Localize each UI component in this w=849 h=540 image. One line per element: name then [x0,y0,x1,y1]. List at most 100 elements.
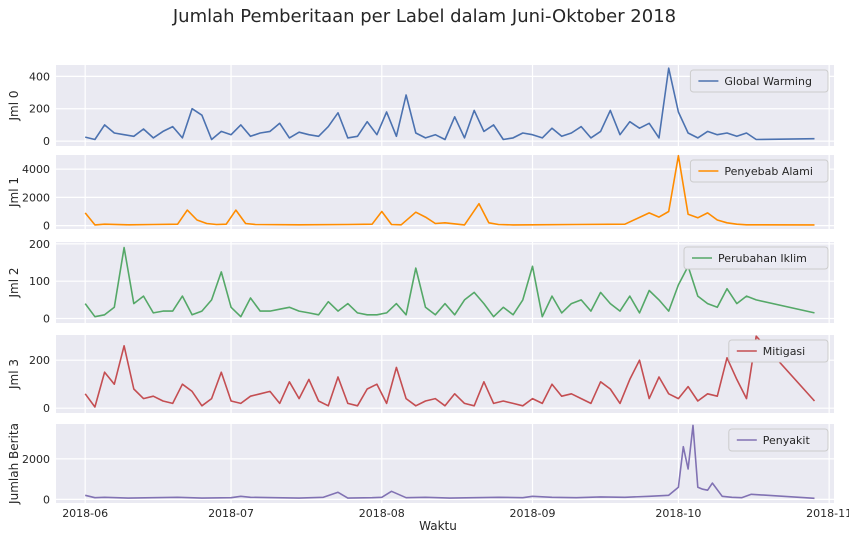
data-point [702,488,704,490]
data-point [347,137,349,139]
data-point [639,127,641,129]
data-point [571,303,573,305]
y-tick-label: 4000 [22,163,50,176]
data-point [575,224,577,226]
data-point [736,379,738,381]
data-point [707,489,709,491]
data-point [726,222,728,224]
data-point [337,310,339,312]
data-point [347,403,349,405]
data-point [230,134,232,136]
data-point [182,383,184,385]
data-point [298,497,300,499]
data-point [716,134,718,136]
data-point [240,124,242,126]
data-point [186,209,188,211]
data-point [337,491,339,493]
plot-area [56,424,834,503]
data-point [716,219,718,221]
data-point [289,137,291,139]
legend-box [728,428,829,452]
data-point [746,224,748,226]
data-point [425,137,427,139]
data-point [376,314,378,316]
data-point [113,383,115,385]
data-point [191,314,193,316]
data-point [532,495,534,497]
data-point [619,310,621,312]
data-point [444,303,446,305]
data-point [415,267,417,269]
data-point [464,403,466,405]
series-line [84,246,815,318]
data-point [391,490,393,492]
data-point [478,203,480,205]
data-point [473,292,475,294]
legend-label: Penyebab Alami [724,165,813,178]
data-point [255,224,257,226]
data-point [405,398,407,400]
y-tick-label: 2000 [22,453,50,466]
data-point [327,301,329,303]
data-point [308,134,310,136]
legend-box [728,339,829,363]
data-point [104,314,106,316]
data-point [94,139,96,141]
data-point [84,303,86,305]
data-point [697,400,699,402]
data-point [366,121,368,123]
y-tick-label: 0 [43,135,50,148]
data-point [206,223,208,225]
data-point [692,425,694,427]
data-point [396,367,398,369]
data-point [609,303,611,305]
data-point [415,132,417,134]
data-point [391,224,393,226]
data-point [454,314,456,316]
data-point [600,381,602,383]
data-point [726,288,728,290]
y-axis-label: Jumlah Berita [7,423,21,505]
data-point [639,312,641,314]
data-point [600,131,602,133]
data-point [750,493,752,495]
data-point [575,497,577,499]
data-point [648,212,650,214]
data-point [162,131,164,133]
data-point [182,295,184,297]
y-axis-label: Jml 0 [7,90,21,121]
series-line [85,67,815,141]
y-tick-label: 0 [43,220,50,233]
data-point [639,359,641,361]
data-point [721,495,723,497]
data-point [678,398,680,400]
data-point [386,312,388,314]
data-point [133,388,135,390]
data-point [357,405,359,407]
data-point [678,111,680,113]
data-point [201,405,203,407]
data-point [707,131,709,133]
data-point [619,134,621,136]
data-point [473,110,475,112]
y-tick-label: 2000 [22,191,50,204]
data-point [707,303,709,305]
data-point [327,405,329,407]
data-point [113,132,115,134]
data-point [220,371,222,373]
data-point [366,314,368,316]
y-tick-label: 400 [29,70,50,83]
x-tick-label: 2018-08 [359,507,405,520]
legend: Global Warming [689,69,829,93]
data-point [512,403,514,405]
data-point [629,121,631,123]
data-point [678,155,680,157]
data-point [648,398,650,400]
data-point [133,135,135,137]
data-point [289,381,291,383]
legend-box [689,159,829,183]
data-point [648,122,650,124]
data-point [279,403,281,405]
